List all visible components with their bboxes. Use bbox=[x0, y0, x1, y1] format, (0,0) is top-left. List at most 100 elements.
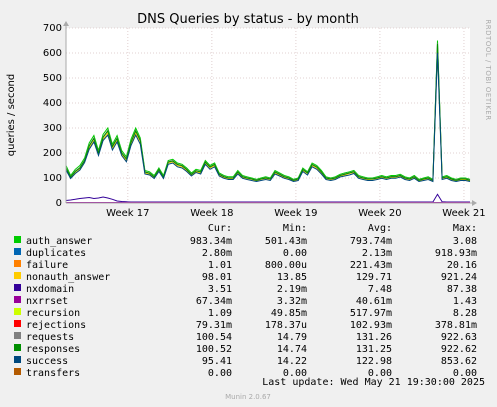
legend-header: Avg: bbox=[368, 223, 392, 234]
legend-value-min: 0.00 bbox=[283, 248, 307, 259]
legend-value-max: 1.43 bbox=[453, 296, 477, 307]
legend-value-avg: 0.00 bbox=[368, 368, 392, 379]
legend-swatch bbox=[14, 272, 21, 279]
legend-swatch bbox=[14, 320, 21, 327]
legend-value-cur: 95.41 bbox=[202, 356, 232, 367]
legend-swatch bbox=[14, 308, 21, 315]
legend-swatch bbox=[14, 236, 21, 243]
y-tick-label: 0 bbox=[56, 198, 62, 209]
legend-value-cur: 1.01 bbox=[208, 260, 232, 271]
x-axis-arrow bbox=[472, 200, 477, 206]
legend-value-max: 87.38 bbox=[447, 284, 477, 295]
legend-value-avg: 40.61m bbox=[356, 296, 392, 307]
legend-name: requests bbox=[26, 332, 74, 343]
legend-value-avg: 122.98 bbox=[356, 356, 392, 367]
legend-value-cur: 0.00 bbox=[208, 368, 232, 379]
x-tick-label: Week 18 bbox=[190, 208, 233, 219]
y-tick-label: 700 bbox=[43, 23, 62, 34]
legend-value-min: 14.22 bbox=[277, 356, 307, 367]
legend-value-min: 501.43m bbox=[265, 236, 307, 247]
legend-name: rejections bbox=[26, 320, 86, 331]
legend-name: recursion bbox=[26, 308, 80, 319]
legend-value-min: 800.00u bbox=[265, 260, 307, 271]
plot-area bbox=[66, 28, 470, 203]
legend-value-cur: 100.52 bbox=[196, 344, 232, 355]
y-tick-labels: 0 100 200 300 400 500 600 700 bbox=[43, 23, 62, 209]
x-tick-label: Week 19 bbox=[274, 208, 317, 219]
legend-header: Min: bbox=[283, 223, 307, 234]
legend-value-cur: 983.34m bbox=[190, 236, 232, 247]
legend-swatch bbox=[14, 344, 21, 351]
y-tick-label: 400 bbox=[43, 98, 62, 109]
x-tick-label: Week 20 bbox=[358, 208, 401, 219]
x-tick-label: Week 21 bbox=[442, 208, 485, 219]
legend-value-cur: 100.54 bbox=[196, 332, 232, 343]
legend-value-max: 378.81m bbox=[435, 320, 477, 331]
y-tick-label: 500 bbox=[43, 73, 62, 84]
legend-value-min: 14.74 bbox=[277, 344, 307, 355]
legend-value-min: 0.00 bbox=[283, 368, 307, 379]
legend-name: nonauth_answer bbox=[26, 272, 110, 283]
legend-value-cur: 67.34m bbox=[196, 296, 232, 307]
series-line-responses bbox=[65, 43, 471, 182]
y-tick-label: 100 bbox=[43, 173, 62, 184]
legend-value-max: 8.28 bbox=[453, 308, 477, 319]
legend-value-avg: 131.26 bbox=[356, 332, 392, 343]
legend-swatch bbox=[14, 248, 21, 255]
legend-name: transfers bbox=[26, 368, 80, 379]
legend-value-avg: 7.48 bbox=[368, 284, 392, 295]
legend-value-avg: 517.97m bbox=[350, 308, 392, 319]
legend-swatch bbox=[14, 332, 21, 339]
legend-value-avg: 221.43m bbox=[350, 260, 392, 271]
legend-value-avg: 129.71 bbox=[356, 272, 392, 283]
legend-swatch bbox=[14, 356, 21, 363]
legend-value-max: 921.24 bbox=[441, 272, 477, 283]
legend-swatch bbox=[14, 260, 21, 267]
legend-header: Cur: bbox=[208, 223, 232, 234]
legend-value-cur: 98.01 bbox=[202, 272, 232, 283]
rrdtool-credit: RRDTOOL / TOBI OETIKER bbox=[484, 19, 492, 120]
x-tick-label: Week 17 bbox=[106, 208, 149, 219]
series-line-auth_answer bbox=[65, 40, 471, 181]
legend-value-cur: 2.80m bbox=[202, 248, 232, 259]
legend-value-avg: 131.25 bbox=[356, 344, 392, 355]
legend-value-cur: 1.09 bbox=[208, 308, 232, 319]
legend-swatch bbox=[14, 296, 21, 303]
y-axis-arrow bbox=[63, 21, 69, 26]
y-tick-label: 600 bbox=[43, 48, 62, 59]
legend-value-max: 20.16 bbox=[447, 260, 477, 271]
legend-name: duplicates bbox=[26, 248, 86, 259]
legend-value-max: 922.63 bbox=[441, 332, 477, 343]
legend-value-max: 3.08 bbox=[453, 236, 477, 247]
legend-name: nxdomain bbox=[26, 284, 74, 295]
legend-swatch bbox=[14, 284, 21, 291]
last-update: Last update: Wed May 21 19:30:00 2025 bbox=[262, 377, 485, 388]
series-line-success bbox=[65, 52, 471, 183]
y-tick-label: 300 bbox=[43, 123, 62, 134]
legend-name: responses bbox=[26, 344, 80, 355]
legend-value-min: 14.79 bbox=[277, 332, 307, 343]
legend-name: success bbox=[26, 356, 68, 367]
legend-value-max: 0.00 bbox=[453, 368, 477, 379]
legend-value-min: 3.32m bbox=[277, 296, 307, 307]
legend-value-cur: 3.51 bbox=[208, 284, 232, 295]
legend-value-min: 49.85m bbox=[271, 308, 307, 319]
axes bbox=[63, 21, 477, 206]
legend-swatch bbox=[14, 368, 21, 375]
legend-value-avg: 102.93m bbox=[350, 320, 392, 331]
legend-value-max: 853.62 bbox=[441, 356, 477, 367]
legend-value-avg: 793.74m bbox=[350, 236, 392, 247]
y-axis-label: queries / second bbox=[6, 74, 17, 156]
legend-name: auth_answer bbox=[26, 236, 92, 247]
legend-value-avg: 2.13m bbox=[362, 248, 392, 259]
legend-value-min: 13.85 bbox=[277, 272, 307, 283]
y-tick-label: 200 bbox=[43, 148, 62, 159]
legend-value-cur: 79.31m bbox=[196, 320, 232, 331]
legend-value-max: 922.62 bbox=[441, 344, 477, 355]
munin-version: Munin 2.0.67 bbox=[225, 393, 271, 401]
legend-value-min: 2.19m bbox=[277, 284, 307, 295]
x-tick-labels: Week 17 Week 18 Week 19 Week 20 Week 21 bbox=[106, 208, 485, 219]
legend-header: Max: bbox=[453, 223, 477, 234]
